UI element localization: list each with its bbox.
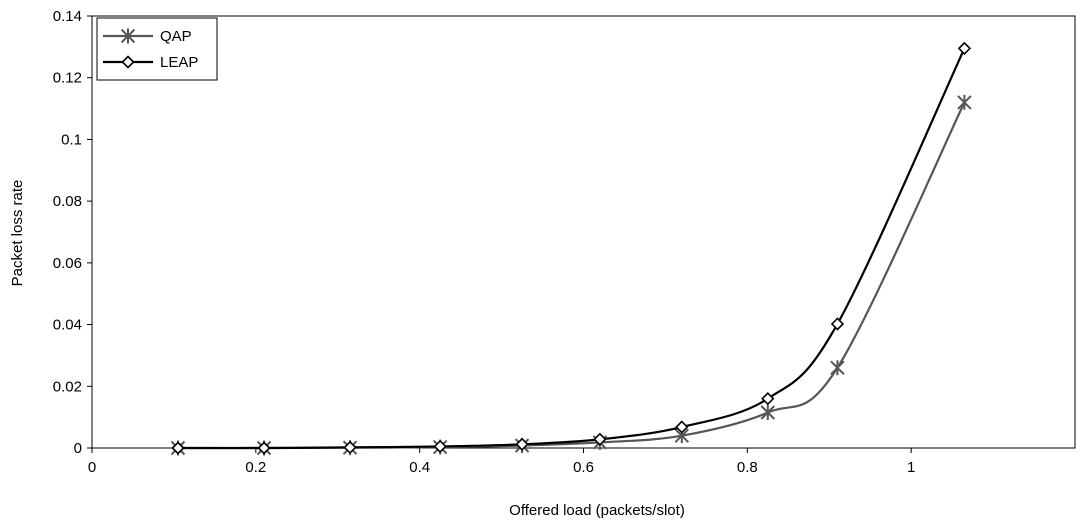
plot-series bbox=[170, 41, 972, 456]
data-point-diamond bbox=[343, 440, 357, 455]
data-point-diamond bbox=[515, 437, 529, 451]
x-tick-label: 0.4 bbox=[409, 459, 430, 476]
series-line bbox=[178, 47, 966, 450]
series-qap bbox=[170, 94, 972, 456]
data-point-diamond bbox=[171, 441, 185, 455]
y-tick-label: 0.08 bbox=[53, 193, 82, 210]
data-point-diamond bbox=[593, 432, 607, 446]
x-tick-label: 1 bbox=[907, 459, 915, 476]
data-point-diamond bbox=[257, 441, 271, 455]
y-tick-label: 0.14 bbox=[53, 8, 82, 25]
series-line bbox=[178, 101, 966, 450]
data-point-diamond bbox=[675, 420, 689, 434]
data-point-diamond bbox=[761, 391, 775, 406]
x-tick-label: 0.8 bbox=[737, 459, 758, 476]
x-axis-title: Offered load (packets/slot) bbox=[509, 502, 685, 519]
y-tick-label: 0 bbox=[74, 440, 82, 457]
legend-label: QAP bbox=[160, 28, 192, 45]
plot-frame bbox=[91, 15, 1076, 449]
data-point-diamond bbox=[830, 317, 845, 331]
legend: QAP LEAP bbox=[96, 17, 218, 81]
data-point-diamond bbox=[433, 439, 447, 454]
data-point-asterisk bbox=[957, 94, 972, 110]
series-leap bbox=[171, 41, 972, 455]
data-point-asterisk bbox=[830, 360, 845, 376]
data-point-diamond bbox=[121, 55, 135, 69]
legend-label: LEAP bbox=[160, 54, 198, 71]
y-tick-label: 0.1 bbox=[61, 131, 82, 148]
legend-item: QAP bbox=[103, 28, 192, 45]
legend-box bbox=[96, 17, 218, 81]
x-tick-label: 0.6 bbox=[573, 459, 594, 476]
legend-item: LEAP bbox=[103, 54, 198, 71]
y-tick-label: 0.02 bbox=[53, 378, 82, 395]
y-tick-label: 0.06 bbox=[53, 255, 82, 272]
data-point-asterisk bbox=[760, 405, 776, 421]
y-axis-title: Packet loss rate bbox=[9, 180, 26, 287]
data-point-diamond bbox=[957, 41, 972, 56]
x-tick-label: 0 bbox=[88, 459, 96, 476]
x-tick-label: 0.2 bbox=[245, 459, 266, 476]
y-tick-label: 0.04 bbox=[53, 317, 82, 334]
data-point-asterisk bbox=[120, 28, 136, 44]
y-tick-label: 0.12 bbox=[53, 70, 82, 87]
